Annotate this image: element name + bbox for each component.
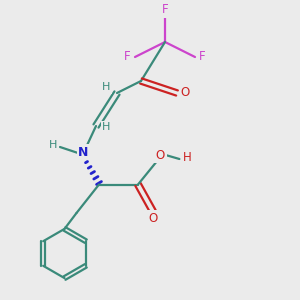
Text: H: H (102, 122, 111, 133)
Text: H: H (102, 82, 111, 92)
Text: O: O (181, 86, 190, 100)
Text: F: F (124, 50, 131, 64)
Text: F: F (162, 3, 168, 16)
Text: O: O (156, 148, 165, 162)
Text: H: H (49, 140, 57, 150)
Text: F: F (199, 50, 206, 64)
Text: O: O (148, 212, 158, 225)
Text: H: H (183, 151, 192, 164)
Text: N: N (78, 146, 88, 159)
